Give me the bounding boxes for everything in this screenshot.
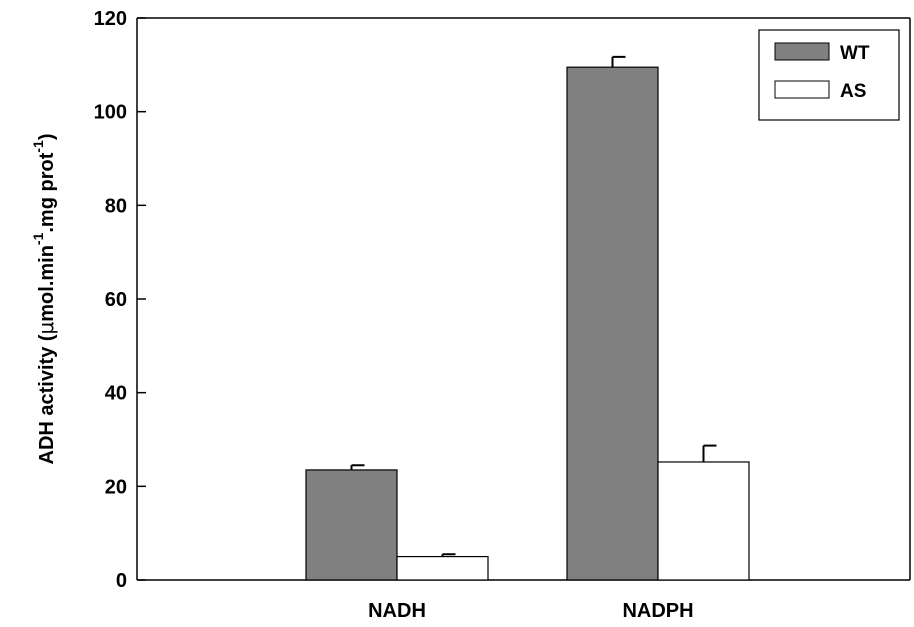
bar-wt-nadh xyxy=(305,469,398,581)
y-axis-ticks: 0 20 40 60 80 100 120 xyxy=(94,8,146,592)
bar-wt-nadph xyxy=(566,66,659,581)
y-tick-label: 100 xyxy=(94,102,127,124)
legend: WT AS xyxy=(758,29,900,121)
y-tick-label: 20 xyxy=(105,476,127,498)
x-axis-tick-labels: NADH NADPH xyxy=(368,600,693,622)
y-tick-label: 80 xyxy=(105,195,127,217)
bars xyxy=(305,55,750,581)
bar-as-nadh xyxy=(396,555,489,581)
y-tick-label: 40 xyxy=(105,383,127,405)
legend-label-wt: WT xyxy=(840,43,870,64)
legend-swatch-wt xyxy=(774,42,830,61)
y-axis-label: ADH activity (μmol.min-1.mg prot-1) xyxy=(30,133,58,464)
x-tick-label-nadh: NADH xyxy=(368,600,426,622)
legend-swatch-as xyxy=(774,80,830,99)
y-tick-label: 120 xyxy=(94,8,127,30)
y-tick-label: 0 xyxy=(116,570,127,592)
legend-label-as: AS xyxy=(840,81,866,102)
bar-as-nadph xyxy=(657,461,750,581)
y-tick-label: 60 xyxy=(105,289,127,311)
x-tick-label-nadph: NADPH xyxy=(622,600,693,622)
